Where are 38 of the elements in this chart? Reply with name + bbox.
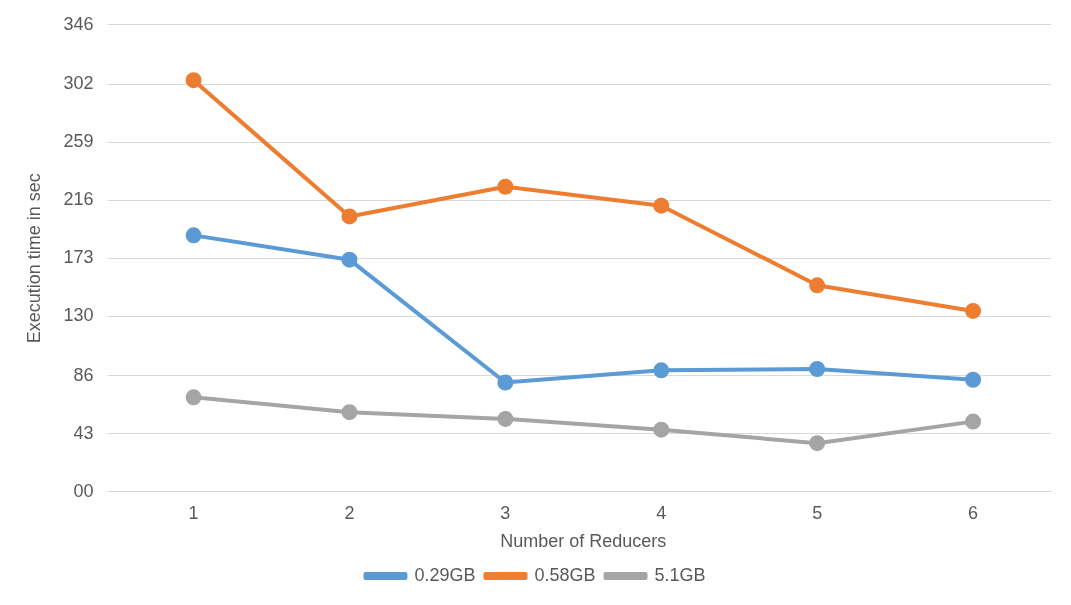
point xyxy=(653,421,670,438)
point xyxy=(185,389,202,406)
y-tick-label: 302 xyxy=(63,73,94,94)
y-tick-label: 346 xyxy=(63,13,94,34)
point xyxy=(809,277,826,294)
x-axis-title: Number of Reducers xyxy=(500,531,667,552)
point xyxy=(965,371,982,388)
x-tick-label: 3 xyxy=(500,502,511,523)
point xyxy=(341,251,358,268)
point xyxy=(341,404,358,421)
x-tick-label: 6 xyxy=(968,502,979,523)
x-tick-label: 1 xyxy=(188,502,199,523)
point xyxy=(653,197,670,214)
point xyxy=(809,435,826,452)
point xyxy=(809,360,826,377)
point xyxy=(185,227,202,244)
point xyxy=(185,72,202,89)
y-tick-label: 173 xyxy=(63,247,94,268)
point xyxy=(653,362,670,379)
point xyxy=(497,410,514,427)
legend-label: 5.1GB xyxy=(654,564,706,585)
x-tick-label: 2 xyxy=(344,502,355,523)
point xyxy=(497,374,514,391)
y-tick-label: 130 xyxy=(63,305,94,326)
y-tick-label: 216 xyxy=(63,189,94,210)
y-tick-label: 86 xyxy=(73,364,94,385)
x-tick-label: 5 xyxy=(812,502,823,523)
point xyxy=(341,208,358,225)
y-tick-label: 259 xyxy=(63,131,94,152)
y-tick-label: 43 xyxy=(73,422,94,443)
legend-label: 0.29GB xyxy=(414,564,476,585)
legend-label: 0.58GB xyxy=(534,564,596,585)
point xyxy=(965,413,982,430)
point xyxy=(497,178,514,195)
point xyxy=(965,302,982,319)
y-axis-title: Execution time in sec xyxy=(23,173,44,344)
x-tick-label: 4 xyxy=(656,502,667,523)
y-tick-label: 00 xyxy=(73,480,94,501)
